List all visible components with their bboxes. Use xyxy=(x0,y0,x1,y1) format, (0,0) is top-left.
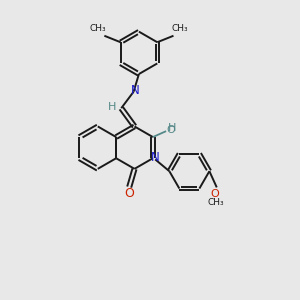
Text: CH₃: CH₃ xyxy=(90,24,106,33)
Text: CH₃: CH₃ xyxy=(207,198,224,207)
Text: N: N xyxy=(131,84,140,97)
Text: N: N xyxy=(151,151,160,164)
Text: H: H xyxy=(108,102,116,112)
Text: O: O xyxy=(211,189,219,199)
Text: H: H xyxy=(168,123,176,133)
Text: CH₃: CH₃ xyxy=(172,24,188,33)
Text: O: O xyxy=(167,125,176,135)
Text: O: O xyxy=(124,187,134,200)
